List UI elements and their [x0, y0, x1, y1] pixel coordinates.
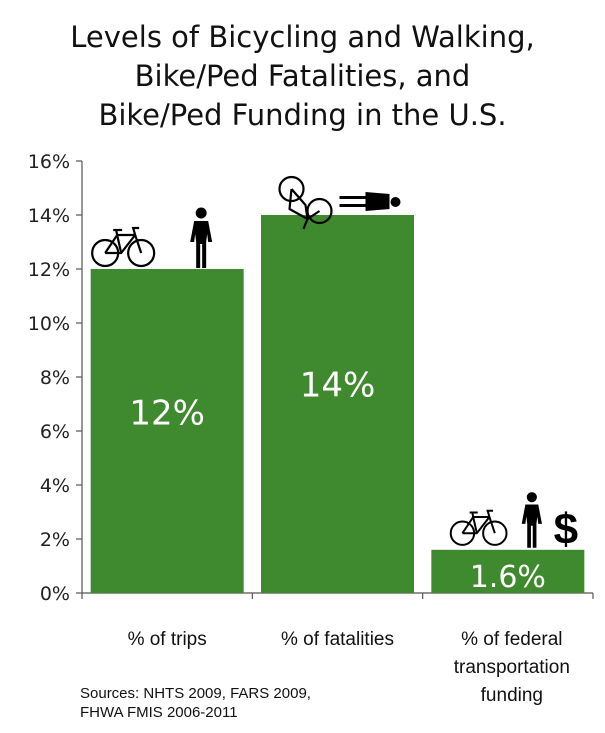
y-tick-label: 4%	[40, 475, 70, 497]
fallen-pedestrian-icon	[339, 192, 401, 211]
bar	[90, 269, 244, 593]
y-tick-label: 16%	[28, 151, 70, 173]
y-tick-label: 2%	[40, 529, 70, 551]
sources-line: FHWA FMIS 2006-2011	[80, 704, 238, 721]
pedestrian-icon	[190, 207, 213, 268]
title-line: Bike/Ped Funding in the U.S.	[98, 98, 507, 132]
category-label: funding	[481, 685, 543, 706]
sources-note: Sources: NHTS 2009, FARS 2009, FHWA FMIS…	[80, 684, 311, 722]
y-tick-label: 10%	[28, 313, 70, 335]
category-label: % of federal	[461, 629, 562, 650]
category-label: % of trips	[128, 629, 207, 650]
title-line: Bike/Ped Fatalities, and	[134, 59, 471, 93]
data-label: 14%	[300, 365, 376, 405]
sources-line: Sources: NHTS 2009, FARS 2009,	[80, 685, 311, 702]
title-line: Levels of Bicycling and Walking,	[70, 20, 535, 54]
y-tick-label: 6%	[40, 421, 70, 443]
y-tick-label: 8%	[40, 367, 70, 389]
bar	[431, 549, 585, 593]
data-label: 12%	[129, 394, 205, 434]
bicycle-icon	[91, 226, 156, 268]
data-label: 1.6%	[470, 560, 546, 595]
bar	[261, 215, 414, 593]
bicycle-icon	[449, 509, 508, 546]
pedestrian-icon	[521, 492, 542, 548]
y-tick-label: 12%	[28, 259, 70, 281]
dollar-icon: $	[554, 505, 578, 554]
y-tick-label: 14%	[28, 205, 70, 227]
chart-title: Levels of Bicycling and Walking, Bike/Pe…	[0, 18, 605, 135]
category-label: transportation	[454, 657, 570, 678]
category-label: % of fatalities	[281, 629, 394, 650]
fallen-cyclist-icon	[278, 175, 333, 230]
y-tick-label: 0%	[40, 583, 70, 605]
